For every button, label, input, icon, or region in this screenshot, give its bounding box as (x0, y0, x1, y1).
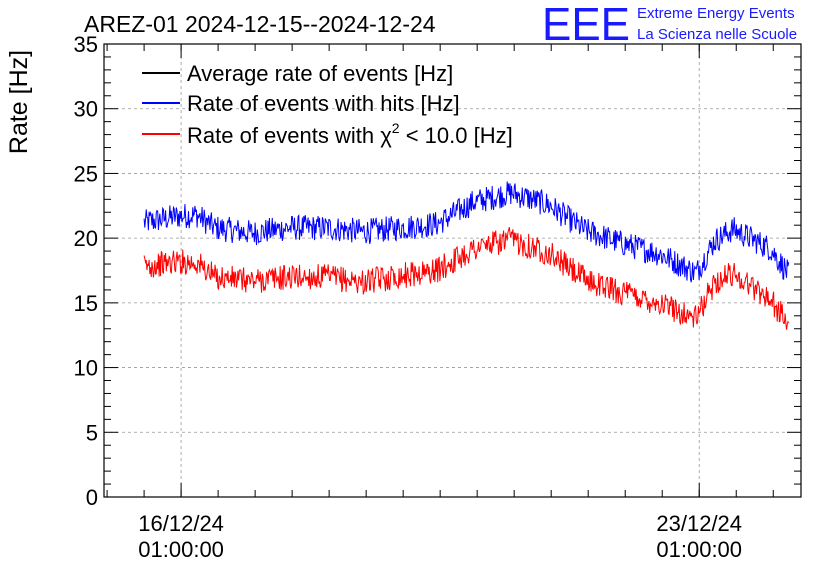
eee-logo: EEE Extreme Energy Events La Scienza nel… (542, 0, 797, 50)
grid-lines (104, 44, 801, 497)
y-axis: 0 5 10 15 20 25 30 35 (74, 32, 801, 510)
chart-title: AREZ-01 2024-12-15--2024-12-24 (84, 11, 436, 37)
legend-label-chi2: Rate of events with χ2 < 10.0 [Hz] (187, 120, 513, 148)
y-axis-label: Rate [Hz] (5, 50, 33, 154)
legend-chi2-prefix: Rate of events with (187, 123, 380, 148)
y-tick-label: 35 (74, 32, 98, 57)
legend-label-hits: Rate of events with hits [Hz] (187, 91, 460, 116)
y-tick-label: 5 (86, 420, 98, 445)
legend-chi2-exp: 2 (392, 120, 400, 136)
y-tick-label: 30 (74, 97, 98, 122)
y-tick-label: 20 (74, 226, 98, 251)
logo-line-2: La Scienza nelle Scuole (637, 26, 797, 43)
legend-chi2-suffix: < 10.0 [Hz] (400, 123, 513, 148)
legend-label-average: Average rate of events [Hz] (187, 61, 453, 86)
y-tick-label: 15 (74, 291, 98, 316)
logo-line-1: Extreme Energy Events (637, 5, 795, 22)
x-tick-label-time: 01:00:00 (138, 537, 224, 562)
logo-mark: EEE (542, 0, 630, 50)
x-tick-label-date: 23/12/24 (656, 511, 742, 536)
y-tick-label: 10 (74, 356, 98, 381)
y-tick-label: 25 (74, 161, 98, 186)
series-line-chi2 (143, 227, 790, 330)
series-layer (143, 181, 790, 330)
x-tick-label-date: 16/12/24 (138, 511, 224, 536)
x-tick-label-time: 01:00:00 (656, 537, 742, 562)
y-tick-label: 0 (86, 485, 98, 510)
plot-frame (103, 43, 802, 498)
series-line-hits (143, 181, 790, 283)
legend: Average rate of events [Hz] Rate of even… (142, 61, 513, 148)
legend-chi2-symbol: χ (380, 123, 392, 148)
